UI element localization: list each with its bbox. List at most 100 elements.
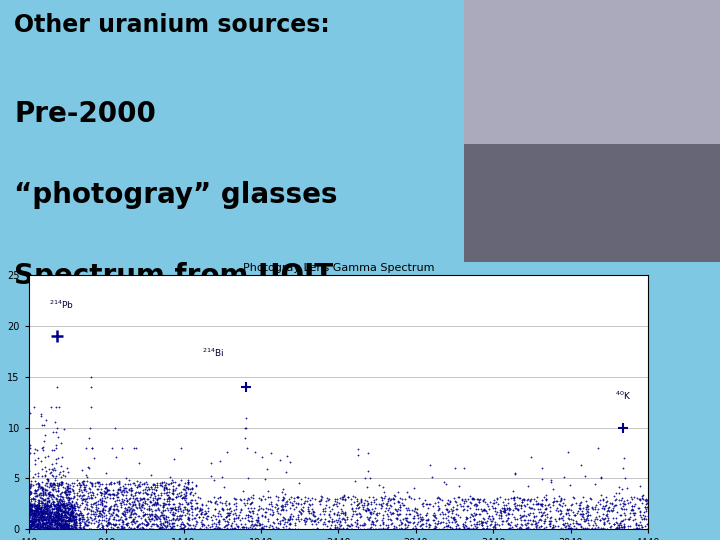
Point [61,500,73,508]
Point [257,504,269,513]
Point [207,520,218,529]
Point [468,501,480,509]
Point [58,515,70,523]
Point [74,506,86,515]
Point [500,510,511,519]
Point [139,509,150,518]
Point [116,488,127,497]
Point [96,515,108,524]
Point [108,515,120,523]
Point [343,493,354,502]
Point [115,503,127,511]
Point [408,518,419,527]
Point [222,521,233,529]
Point [196,516,207,524]
Point [611,525,623,534]
Point [37,501,48,509]
Point [616,516,627,525]
Point [68,512,80,521]
Point [135,494,146,503]
Point [476,521,487,529]
Point [58,508,69,517]
Point [64,483,76,492]
Point [371,510,382,519]
Point [592,504,603,513]
Point [210,512,221,521]
Point [85,501,96,510]
Point [222,518,233,526]
Point [310,516,321,525]
Point [204,523,216,532]
Point [615,511,626,519]
Point [419,496,431,504]
Point [274,455,286,464]
Point [116,518,127,526]
Point [521,518,533,527]
Point [318,518,330,526]
Point [387,509,399,517]
Point [333,525,345,534]
Point [53,479,65,488]
Point [42,521,54,529]
Point [106,480,117,488]
Point [235,496,247,505]
Point [247,522,258,530]
Point [81,477,93,486]
Point [39,516,50,524]
Text: $^{214}$Bi: $^{214}$Bi [202,346,225,359]
Point [30,509,41,517]
Point [96,491,107,500]
Point [140,521,152,529]
Point [192,499,203,508]
Point [40,525,52,534]
Point [168,515,179,523]
Point [175,444,186,453]
Point [36,522,48,530]
Point [28,507,40,516]
Point [354,510,366,518]
Point [358,518,369,527]
Point [29,514,40,523]
Point [31,508,42,517]
Point [56,478,68,487]
Point [349,517,361,526]
Point [107,490,118,498]
Point [174,489,185,497]
Point [51,523,63,532]
Point [172,491,184,500]
Point [361,503,372,512]
Point [80,495,91,503]
Point [41,512,53,521]
Point [50,455,62,463]
Point [86,444,98,453]
Point [39,524,50,533]
Point [245,498,256,507]
Point [23,503,35,512]
Point [81,495,92,503]
Point [28,524,40,532]
Point [40,521,51,529]
Point [48,516,60,525]
Point [287,515,298,523]
Point [356,497,367,506]
Point [85,507,96,515]
Point [427,516,438,524]
Point [420,516,432,524]
Point [117,524,129,533]
Point [381,524,392,533]
Point [44,522,55,531]
Point [150,500,162,509]
Point [390,522,402,531]
Point [380,499,392,508]
Point [226,523,238,532]
Point [32,515,44,524]
Point [559,524,571,533]
Point [574,504,585,512]
Point [32,503,44,512]
Point [629,525,640,534]
Point [354,524,366,533]
Point [62,521,73,529]
Point [198,509,210,518]
Point [460,515,472,524]
Point [186,514,197,523]
